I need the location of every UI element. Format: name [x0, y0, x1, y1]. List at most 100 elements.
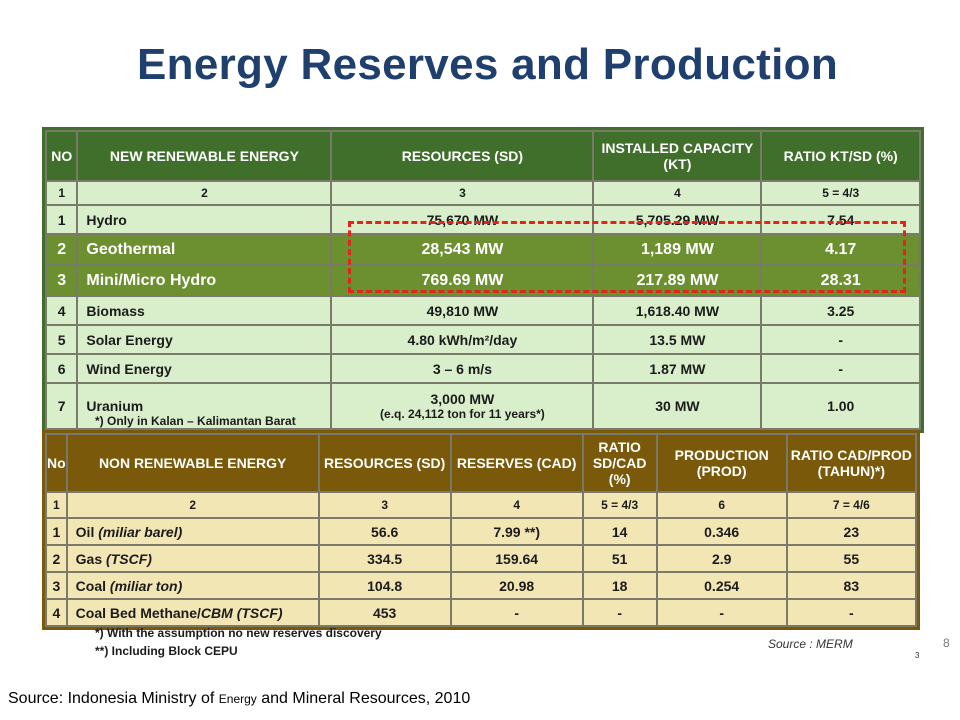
table-row: 3 Coal (miliar ton) 104.8 20.98 18 0.254… — [45, 571, 918, 600]
row-resources: 4.80 kWh/m²/day — [330, 324, 595, 355]
row-no: 4 — [45, 598, 68, 627]
header-ratio-prod: RATIO CAD/PROD (TAHUN)*) — [785, 433, 918, 493]
table-row: 6 Wind Energy 3 – 6 m/s 1.87 MW - — [44, 353, 921, 384]
row-no: 2 — [44, 233, 79, 266]
index-row: 1 2 3 4 5 = 4/3 6 7 = 4/6 — [45, 491, 918, 519]
row-ratio-prod: 83 — [785, 571, 918, 600]
row-ratio-prod: 23 — [785, 517, 918, 546]
row-no: 5 — [44, 324, 79, 355]
row-no: 4 — [44, 295, 79, 326]
renewable-energy-table: NO NEW RENEWABLE ENERGY RESOURCES (SD) I… — [42, 127, 924, 433]
row-ratio: - — [760, 353, 921, 384]
index-cell: 3 — [330, 180, 595, 206]
row-capacity: 13.5 MW — [592, 324, 763, 355]
row-name: Oil — [75, 523, 95, 540]
header-energy: NEW RENEWABLE ENERGY — [76, 130, 333, 182]
row-resources: 104.8 — [317, 571, 452, 600]
table-header-row: No NON RENEWABLE ENERGY RESOURCES (SD) R… — [45, 433, 918, 493]
row-capacity: 30 MW — [592, 382, 763, 430]
row-name: Hydro — [76, 204, 333, 235]
index-cell: 6 — [655, 491, 788, 519]
header-reserves: RESERVES (CAD) — [449, 433, 584, 493]
footnote-mark: 3 — [915, 651, 920, 660]
row-no: 6 — [44, 353, 79, 384]
row-unit: (TSCF) — [106, 550, 152, 567]
row-reserves: 20.98 — [449, 571, 584, 600]
header-energy: NON RENEWABLE ENERGY — [65, 433, 320, 493]
row-name-cell: Coal Bed Methane/CBM (TSCF) — [65, 598, 320, 627]
highlight-dashed-box — [348, 221, 906, 293]
index-cell: 4 — [449, 491, 584, 519]
row-ratio: 1.00 — [760, 382, 921, 430]
header-capacity: INSTALLED CAPACITY (KT) — [592, 130, 763, 182]
row-no: 2 — [45, 544, 68, 573]
footer-source-part3: and Mineral Resources, 2010 — [256, 690, 471, 707]
row-unit: (miliar barel) — [98, 523, 183, 540]
row-resources-note: (e.q. 24,112 ton for 11 years*) — [380, 407, 545, 421]
row-ratio: 14 — [581, 517, 658, 546]
row-unit: CBM (TSCF) — [200, 604, 283, 621]
row-capacity: 1,189 MW — [592, 233, 763, 266]
table-row: 4 Biomass 49,810 MW 1,618.40 MW 3.25 — [44, 295, 921, 326]
row-capacity: 5,705.29 MW — [592, 204, 763, 235]
row-no: 3 — [44, 264, 79, 297]
row-production: - — [655, 598, 788, 627]
footer-source-part1: Source: Indonesia Ministry of — [8, 690, 219, 707]
row-name: Wind Energy — [76, 353, 333, 384]
nonrenewable-footnote-1: *) With the assumption no new reserves d… — [95, 626, 382, 640]
nonrenewable-energy-table: No NON RENEWABLE ENERGY RESOURCES (SD) R… — [42, 430, 920, 630]
nonrenewable-footnote-2: **) Including Block CEPU — [95, 644, 238, 658]
index-cell: 5 = 4/3 — [760, 180, 921, 206]
row-capacity: 1,618.40 MW — [592, 295, 763, 326]
row-ratio-prod: 55 — [785, 544, 918, 573]
index-cell: 5 = 4/3 — [581, 491, 658, 519]
row-production: 0.254 — [655, 571, 788, 600]
row-name: Mini/Micro Hydro — [76, 264, 333, 297]
header-no: NO — [44, 130, 79, 182]
row-resources: 56.6 — [317, 517, 452, 546]
row-production: 2.9 — [655, 544, 788, 573]
footer-source: Source: Indonesia Ministry of Energy and… — [8, 690, 470, 708]
row-name: Coal — [75, 577, 107, 594]
row-ratio: 18 — [581, 571, 658, 600]
row-resources: 49,810 MW — [330, 295, 595, 326]
row-name: Biomass — [76, 295, 333, 326]
table-row: 4 Coal Bed Methane/CBM (TSCF) 453 - - - … — [45, 598, 918, 627]
index-cell: 2 — [65, 491, 320, 519]
row-reserves: - — [449, 598, 584, 627]
row-no: 7 — [44, 382, 79, 430]
row-name-cell: Oil (miliar barel) — [65, 517, 320, 546]
row-name: Geothermal — [76, 233, 333, 266]
row-ratio: - — [760, 324, 921, 355]
row-name: Gas — [75, 550, 103, 567]
header-production: PRODUCTION (PROD) — [655, 433, 788, 493]
footer-source-part2: Energy — [218, 692, 257, 706]
row-ratio: 4.17 — [760, 233, 921, 266]
slide-title: Energy Reserves and Production — [137, 40, 838, 89]
table-row: 7 Uranium 3,000 MW (e.q. 24,112 ton for … — [44, 382, 921, 430]
row-ratio: 3.25 — [760, 295, 921, 326]
row-no: 3 — [45, 571, 68, 600]
row-resources-cell: 3,000 MW (e.q. 24,112 ton for 11 years*) — [330, 382, 595, 430]
header-no: No — [45, 433, 68, 493]
row-name: Coal Bed Methane/ — [75, 604, 201, 621]
row-ratio: 51 — [581, 544, 658, 573]
row-no: 1 — [45, 517, 68, 546]
row-ratio: - — [581, 598, 658, 627]
row-resources: 3,000 MW — [430, 391, 495, 407]
row-reserves: 159.64 — [449, 544, 584, 573]
page-number: 8 — [943, 636, 950, 650]
header-ratio: RATIO KT/SD (%) — [760, 130, 921, 182]
index-cell: 1 — [44, 180, 79, 206]
header-ratio: RATIO SD/CAD (%) — [581, 433, 658, 493]
index-cell: 2 — [76, 180, 333, 206]
row-no: 1 — [44, 204, 79, 235]
row-name: Uranium — [76, 382, 333, 430]
index-row: 1 2 3 4 5 = 4/3 — [44, 180, 921, 206]
table-row: 1 Oil (miliar barel) 56.6 7.99 **) 14 0.… — [45, 517, 918, 546]
row-unit: (miliar ton) — [109, 577, 183, 594]
index-cell: 1 — [45, 491, 68, 519]
source-label: Source : MERM — [768, 637, 853, 651]
index-cell: 3 — [317, 491, 452, 519]
row-name-cell: Coal (miliar ton) — [65, 571, 320, 600]
